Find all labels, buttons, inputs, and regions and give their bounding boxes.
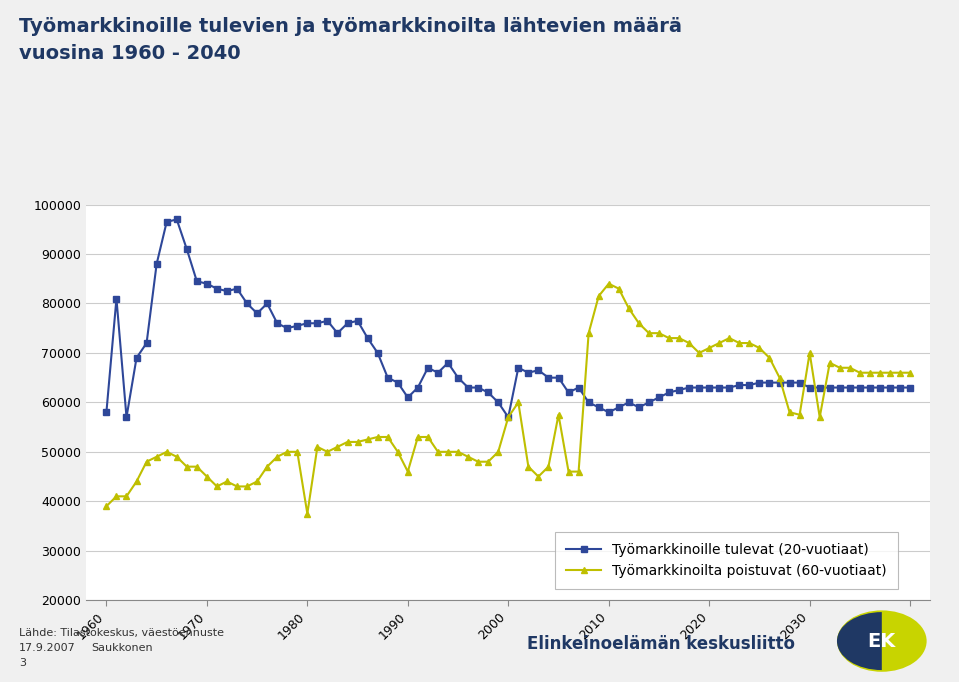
Text: Työmarkkinoille tulevien ja työmarkkinoilta lähtevien määrä: Työmarkkinoille tulevien ja työmarkkinoi… — [19, 17, 682, 36]
Text: Saukkonen: Saukkonen — [91, 643, 152, 653]
Text: Lähde: Tilastokeskus, väestöennuste: Lähde: Tilastokeskus, väestöennuste — [19, 627, 224, 638]
Ellipse shape — [837, 610, 926, 672]
Text: vuosina 1960 - 2040: vuosina 1960 - 2040 — [19, 44, 241, 63]
Legend: Työmarkkinoille tulevat (20-vuotiaat), Työmarkkinoilta poistuvat (60-vuotiaat): Työmarkkinoille tulevat (20-vuotiaat), T… — [555, 532, 898, 589]
Text: 17.9.2007: 17.9.2007 — [19, 643, 76, 653]
Wedge shape — [837, 612, 882, 670]
Text: EK: EK — [868, 632, 896, 651]
Text: 3: 3 — [19, 658, 26, 668]
Text: Elinkeinoelämän keskusliitto: Elinkeinoelämän keskusliitto — [527, 636, 795, 653]
